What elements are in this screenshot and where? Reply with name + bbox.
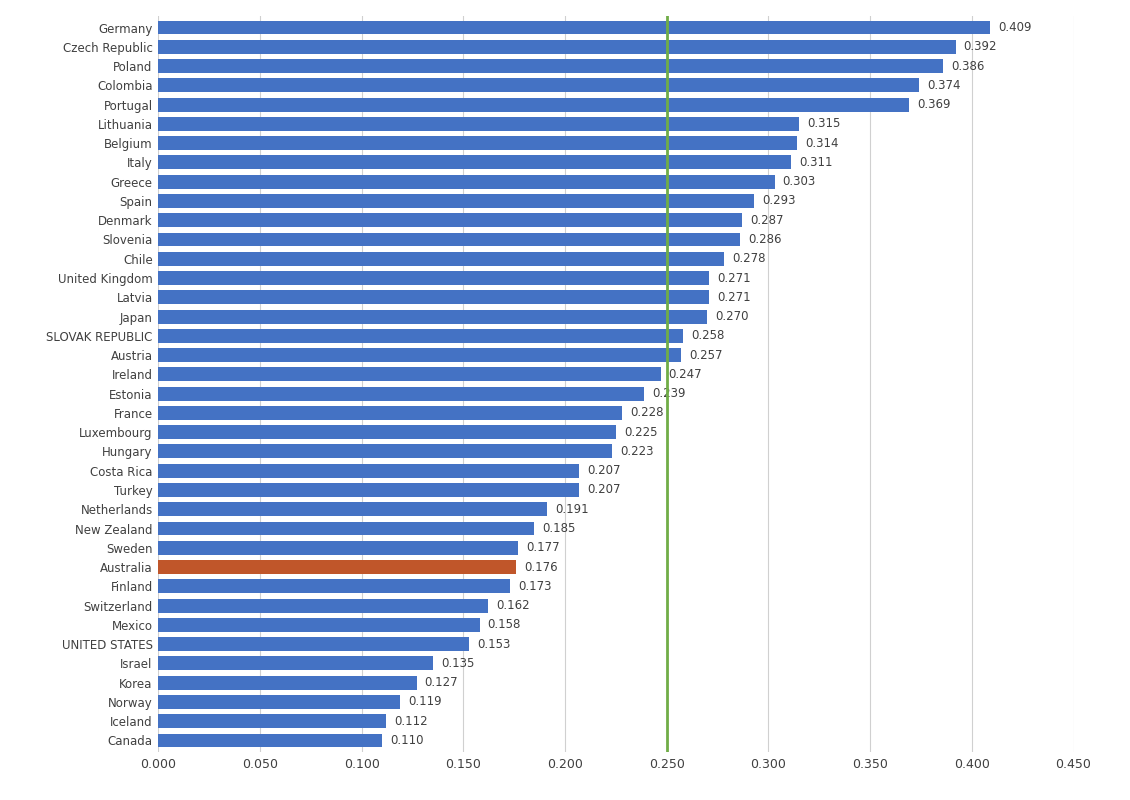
- Bar: [158, 40, 956, 54]
- Text: 0.257: 0.257: [689, 349, 722, 362]
- Text: 0.409: 0.409: [998, 21, 1032, 34]
- Text: 0.191: 0.191: [555, 502, 589, 516]
- Text: 0.228: 0.228: [631, 406, 663, 419]
- Text: 0.185: 0.185: [542, 522, 576, 535]
- Bar: [158, 676, 417, 690]
- Bar: [158, 233, 740, 246]
- Text: 0.127: 0.127: [425, 676, 459, 689]
- Bar: [158, 579, 510, 594]
- Text: 0.314: 0.314: [805, 137, 838, 150]
- Text: 0.271: 0.271: [718, 271, 751, 285]
- Text: 0.112: 0.112: [394, 714, 428, 728]
- Text: 0.386: 0.386: [951, 59, 985, 73]
- Text: 0.119: 0.119: [408, 695, 442, 709]
- Bar: [158, 59, 944, 73]
- Text: 0.153: 0.153: [478, 638, 511, 650]
- Bar: [158, 155, 791, 170]
- Bar: [158, 174, 774, 189]
- Text: 0.369: 0.369: [916, 98, 950, 111]
- Text: 0.173: 0.173: [519, 580, 551, 593]
- Bar: [158, 445, 611, 458]
- Bar: [158, 618, 479, 632]
- Bar: [158, 214, 742, 227]
- Text: 0.287: 0.287: [750, 214, 783, 226]
- Text: 0.271: 0.271: [718, 290, 751, 304]
- Bar: [158, 464, 580, 478]
- Bar: [158, 194, 754, 208]
- Text: 0.162: 0.162: [496, 599, 530, 612]
- Text: 0.110: 0.110: [390, 734, 424, 747]
- Bar: [158, 406, 622, 420]
- Bar: [158, 252, 723, 266]
- Text: 0.225: 0.225: [624, 426, 658, 438]
- Text: 0.223: 0.223: [620, 445, 653, 458]
- Text: 0.270: 0.270: [715, 310, 749, 323]
- Bar: [158, 367, 661, 382]
- Text: 0.207: 0.207: [588, 483, 620, 497]
- Bar: [158, 329, 683, 342]
- Text: 0.315: 0.315: [807, 118, 841, 130]
- Text: 0.278: 0.278: [732, 252, 765, 266]
- Bar: [158, 734, 382, 747]
- Bar: [158, 714, 386, 728]
- Text: 0.177: 0.177: [527, 542, 560, 554]
- Bar: [158, 522, 534, 535]
- Bar: [158, 541, 519, 554]
- Bar: [158, 78, 919, 92]
- Bar: [158, 117, 799, 131]
- Bar: [158, 426, 616, 439]
- Text: 0.207: 0.207: [588, 464, 620, 478]
- Bar: [158, 637, 469, 651]
- Bar: [158, 271, 710, 285]
- Bar: [158, 657, 433, 670]
- Text: 0.239: 0.239: [652, 387, 686, 400]
- Bar: [158, 21, 990, 34]
- Text: 0.392: 0.392: [964, 40, 997, 54]
- Text: 0.311: 0.311: [799, 156, 833, 169]
- Bar: [158, 598, 488, 613]
- Bar: [158, 502, 547, 516]
- Text: 0.374: 0.374: [927, 79, 960, 92]
- Bar: [158, 483, 580, 497]
- Bar: [158, 348, 681, 362]
- Text: 0.258: 0.258: [692, 330, 724, 342]
- Text: 0.303: 0.303: [783, 175, 816, 188]
- Bar: [158, 98, 909, 111]
- Text: 0.293: 0.293: [763, 194, 796, 207]
- Bar: [158, 290, 710, 304]
- Bar: [158, 310, 707, 323]
- Text: 0.158: 0.158: [488, 618, 521, 631]
- Bar: [158, 560, 516, 574]
- Bar: [158, 136, 797, 150]
- Text: 0.247: 0.247: [669, 368, 703, 381]
- Text: 0.135: 0.135: [441, 657, 475, 670]
- Text: 0.176: 0.176: [524, 561, 558, 574]
- Bar: [158, 386, 644, 401]
- Text: 0.286: 0.286: [748, 233, 782, 246]
- Bar: [158, 695, 400, 709]
